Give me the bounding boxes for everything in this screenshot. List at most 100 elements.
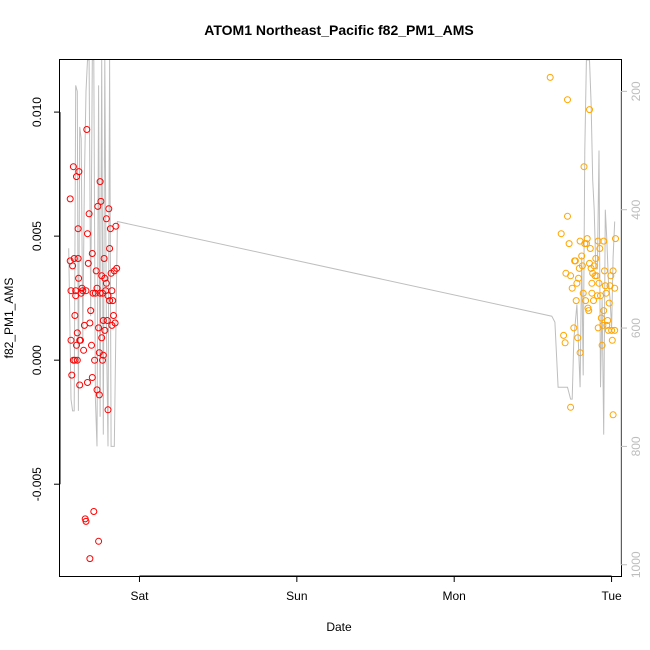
x-tick-label: Mon: [443, 589, 466, 603]
series-1: [66, 126, 121, 563]
data-point: [75, 274, 83, 282]
y-tick-label: 0.000: [30, 345, 44, 375]
data-point: [100, 255, 108, 262]
data-point: [576, 349, 584, 357]
data-point: [72, 287, 80, 295]
data-point: [82, 517, 90, 525]
data-point: [561, 339, 569, 347]
x-tick-label: Sat: [130, 589, 149, 603]
data-point: [605, 299, 613, 307]
data-point: [578, 262, 586, 270]
data-point: [85, 210, 93, 218]
data-point: [91, 289, 99, 297]
data-point: [108, 287, 116, 295]
data-point: [73, 329, 81, 337]
data-point: [86, 319, 94, 327]
data-point: [112, 222, 120, 230]
data-point: [94, 202, 102, 210]
data-point: [611, 284, 619, 292]
right-tick-label: 1000: [629, 551, 643, 578]
data-point: [95, 324, 103, 332]
right-tick-label: 400: [629, 199, 643, 219]
data-point: [68, 371, 76, 379]
data-point: [99, 317, 107, 324]
chart-title: ATOM1 Northeast_Pacific f82_PM1_AMS: [204, 22, 473, 38]
data-point: [106, 245, 114, 252]
data-point: [67, 336, 75, 344]
data-point: [608, 336, 616, 344]
data-point: [564, 212, 571, 220]
data-point: [86, 555, 94, 563]
data-point: [69, 163, 77, 171]
data-point: [586, 245, 594, 252]
data-point: [579, 289, 587, 297]
data-point: [608, 326, 616, 334]
data-point: [546, 73, 554, 81]
data-point: [586, 106, 593, 114]
data-point: [90, 508, 98, 515]
data-point: [600, 237, 608, 245]
data-point: [84, 259, 92, 267]
data-point: [71, 356, 79, 364]
data-point: [585, 307, 593, 315]
data-point: [70, 255, 78, 262]
data-point: [101, 274, 109, 282]
y-tick-label: -0.005: [30, 467, 44, 501]
data-point: [582, 297, 590, 305]
data-point: [77, 336, 84, 344]
data-point: [595, 279, 603, 287]
series-2: [546, 73, 619, 419]
right-tick-label: 800: [629, 436, 643, 456]
data-point: [96, 289, 104, 297]
data-point: [572, 297, 580, 305]
data-point: [66, 195, 74, 203]
data-point: [567, 272, 575, 280]
data-point: [113, 264, 121, 272]
data-point: [74, 255, 82, 262]
data-point: [597, 314, 605, 322]
data-point: [98, 334, 106, 342]
data-point: [583, 235, 591, 243]
data-point: [69, 262, 77, 270]
data-point: [71, 312, 79, 319]
y-axis: -0.005 0.000 0.005 0.010: [30, 97, 61, 501]
data-point: [600, 307, 608, 315]
data-point: [582, 240, 590, 248]
data-point: [89, 289, 97, 297]
y-tick-label: 0.010: [30, 97, 44, 127]
data-point: [590, 297, 597, 305]
data-point: [111, 319, 119, 327]
right-tick-label: 600: [629, 318, 643, 338]
points-layer: [66, 73, 619, 563]
data-point: [87, 307, 95, 315]
data-point: [599, 321, 607, 329]
data-point: [603, 321, 611, 329]
data-point: [80, 346, 88, 354]
data-point: [596, 245, 604, 252]
data-point: [74, 225, 82, 233]
data-point: [580, 163, 588, 171]
data-point: [109, 297, 117, 305]
data-point: [67, 287, 75, 295]
data-point: [598, 341, 606, 349]
data-point: [106, 297, 114, 305]
data-point: [571, 257, 579, 265]
data-point: [593, 292, 601, 300]
x-tick-label: Tue: [601, 589, 622, 603]
data-point: [611, 326, 619, 334]
x-tick-label: Sun: [286, 589, 307, 603]
line-series: [68, 60, 616, 447]
data-point: [73, 341, 80, 349]
data-point: [73, 356, 81, 364]
data-point: [99, 356, 106, 364]
data-point: [88, 250, 96, 257]
data-point: [593, 272, 601, 280]
right-tick-label: 200: [629, 81, 643, 101]
data-point: [560, 331, 568, 339]
data-point: [574, 334, 582, 342]
data-point: [612, 235, 619, 243]
data-point: [95, 391, 103, 399]
data-point: [83, 126, 91, 133]
data-point: [601, 282, 609, 290]
